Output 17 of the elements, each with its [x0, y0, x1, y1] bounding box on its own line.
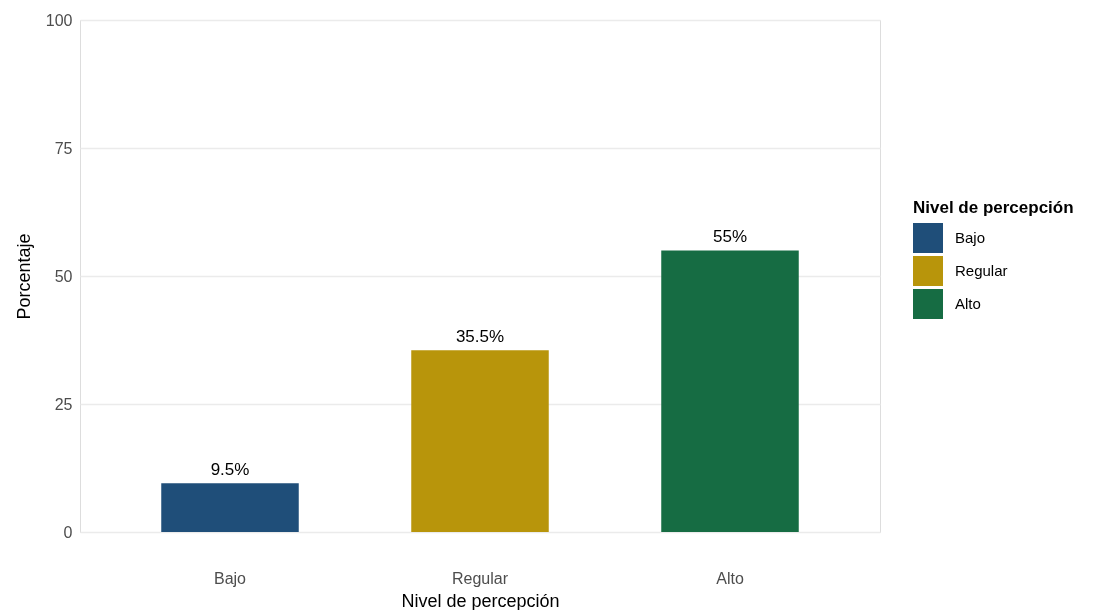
y-tick-label: 75	[54, 139, 73, 157]
x-tick-label: Alto	[716, 569, 744, 587]
data-label: 55%	[712, 227, 748, 247]
x-tick-label: Regular	[451, 569, 509, 587]
y-tick-label: 0	[63, 523, 73, 541]
x-tick-label: Bajo	[213, 569, 247, 587]
legend-label: Alto	[955, 295, 981, 312]
y-tick-label: 50	[54, 267, 73, 285]
legend-label: Bajo	[955, 229, 986, 246]
data-label: 9.5%	[210, 460, 250, 480]
y-tick-label: 25	[54, 395, 73, 413]
data-label: 35.5%	[455, 327, 505, 347]
x-axis-title: Nivel de percepción	[401, 590, 560, 610]
legend-title: Nivel de percepción	[913, 198, 1074, 217]
y-axis-title: Porcentaje	[13, 233, 34, 320]
y-tick-label: 100	[45, 11, 73, 29]
legend-label: Regular	[955, 262, 1008, 279]
